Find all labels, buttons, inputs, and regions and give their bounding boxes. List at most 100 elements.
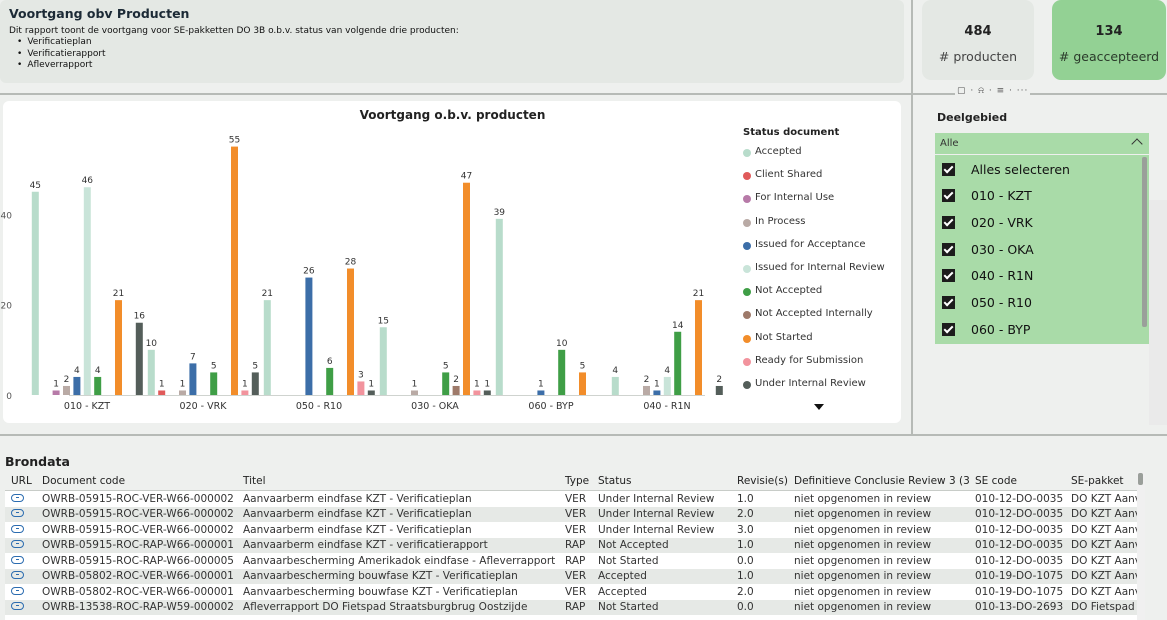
link-icon[interactable] (11, 602, 24, 611)
url-cell[interactable] (5, 490, 36, 507)
bar[interactable] (305, 277, 313, 395)
slicer-scrollbar[interactable] (1142, 157, 1147, 327)
url-cell[interactable] (5, 522, 36, 538)
slicer-option[interactable]: 060 - BYP (935, 316, 1030, 342)
bar[interactable] (653, 390, 661, 395)
bar[interactable] (442, 372, 450, 395)
url-cell[interactable] (5, 584, 36, 600)
table-row[interactable]: OWRB-13538-ROC-RAP-W59-000002 Afleverrapp… (5, 599, 1137, 615)
checkbox-checked-icon[interactable] (942, 189, 955, 203)
bar[interactable] (94, 376, 102, 395)
legend-item[interactable]: Ready for Submission (743, 355, 885, 378)
legend-item[interactable]: For Internal Use (743, 192, 885, 215)
checkbox-checked-icon[interactable] (942, 296, 955, 309)
bar[interactable] (115, 300, 122, 395)
table-scrollbar-thumb[interactable] (1138, 473, 1143, 485)
bar[interactable] (210, 372, 218, 395)
link-icon[interactable] (11, 586, 24, 595)
slicer-option[interactable]: 010 - KZT (935, 183, 1032, 209)
table-row[interactable]: OWRB-05915-ROC-VER-W66-000002 Aanvaarberm… (5, 490, 1137, 507)
link-icon[interactable] (11, 571, 24, 580)
column-header[interactable]: Titel (237, 472, 559, 491)
legend-item[interactable]: Under Internal Review (743, 378, 885, 401)
bar[interactable] (411, 390, 418, 395)
column-header[interactable]: Document code (36, 472, 237, 491)
column-header[interactable]: Revisie(s) (731, 472, 788, 491)
slicer-option[interactable]: Alles selecteren (935, 156, 1070, 182)
table-row[interactable]: OWRB-05915-ROC-RAP-W66-000005 Aanvaarbesc… (5, 553, 1137, 569)
slicer-option[interactable]: 040 - R1N (935, 263, 1033, 289)
bar[interactable] (52, 390, 60, 395)
bar[interactable] (147, 349, 155, 395)
bar[interactable] (611, 376, 619, 395)
bar[interactable] (558, 349, 566, 395)
bar[interactable] (715, 385, 723, 395)
slicer-option[interactable]: 050 - R10 (935, 290, 1032, 316)
bar[interactable] (347, 268, 354, 395)
bar[interactable] (31, 191, 39, 395)
checkbox-checked-icon[interactable] (942, 269, 955, 283)
bar[interactable] (537, 390, 545, 395)
column-header[interactable]: Status (592, 472, 731, 491)
bar[interactable] (579, 372, 586, 395)
bar[interactable] (63, 385, 70, 395)
url-cell[interactable] (5, 506, 36, 522)
slicer-dropdown[interactable] (935, 133, 1149, 154)
link-icon[interactable] (11, 493, 24, 502)
bar[interactable] (251, 372, 259, 395)
bar[interactable] (326, 367, 334, 395)
column-header[interactable]: Definitieve Conclusie Review 3 (3B) (788, 472, 969, 491)
bar[interactable] (158, 390, 166, 395)
column-header[interactable]: SE code (969, 472, 1065, 491)
url-cell[interactable] (5, 553, 36, 569)
link-icon[interactable] (11, 524, 24, 533)
url-cell[interactable] (5, 599, 36, 615)
url-cell[interactable] (5, 537, 36, 553)
slicer-option[interactable]: 030 - OKA (935, 236, 1034, 262)
table-row[interactable]: OWRB-05915-ROC-VER-W66-000002 Aanvaarberm… (5, 522, 1137, 538)
bar[interactable] (367, 390, 375, 395)
checkbox-checked-icon[interactable] (942, 322, 955, 336)
bar[interactable] (179, 390, 186, 395)
table-row[interactable]: OWRB-05915-ROC-VER-W66-000002 Aanvaarberm… (5, 506, 1137, 522)
bar[interactable] (663, 376, 671, 395)
link-icon[interactable] (11, 540, 24, 549)
link-icon[interactable] (11, 555, 24, 564)
column-header[interactable]: Type (559, 472, 592, 491)
checkbox-checked-icon[interactable] (942, 215, 955, 229)
legend-item[interactable]: Not Accepted (743, 285, 885, 308)
checkbox-checked-icon[interactable] (942, 162, 955, 176)
legend-item[interactable]: Client Shared (743, 169, 885, 192)
table-row[interactable]: OWRB-05915-ROC-RAP-W66-000001 Aanvaarberm… (5, 537, 1137, 553)
link-icon[interactable] (11, 509, 24, 518)
bar[interactable] (674, 331, 682, 395)
bar[interactable] (695, 300, 702, 395)
column-header[interactable]: SE-pakket (1065, 472, 1137, 491)
bar[interactable] (495, 218, 503, 395)
table-row[interactable]: OWRB-05802-ROC-VER-W66-000001 Aanvaarbesc… (5, 568, 1137, 584)
url-cell[interactable] (5, 568, 36, 584)
visual-header-toolbar[interactable]: ▢ · ⍾ · ≡ · ··· (955, 86, 1031, 96)
bar[interactable] (231, 146, 238, 395)
bar[interactable] (83, 187, 91, 395)
table-row[interactable]: OWRB-05802-ROC-VER-W66-000001 Aanvaarbesc… (5, 584, 1137, 600)
bar[interactable] (379, 327, 387, 395)
bar[interactable] (473, 390, 481, 395)
bar[interactable] (483, 390, 491, 395)
bar[interactable] (263, 300, 271, 395)
table-scrollbar[interactable] (1137, 472, 1145, 620)
checkbox-checked-icon[interactable] (942, 242, 955, 256)
bar[interactable] (463, 182, 470, 395)
column-header[interactable]: URL (5, 472, 36, 491)
legend-item[interactable]: In Process (743, 216, 885, 239)
bar[interactable] (452, 385, 460, 395)
bar[interactable] (189, 363, 197, 395)
bar[interactable] (643, 385, 650, 395)
legend-scroll-down-icon[interactable] (814, 404, 824, 410)
bar[interactable] (357, 381, 365, 395)
bar[interactable] (241, 390, 249, 395)
bar[interactable] (135, 322, 143, 395)
legend-item[interactable]: Issued for Acceptance (743, 239, 885, 262)
bar[interactable] (73, 376, 81, 395)
slicer-option[interactable]: 020 - VRK (935, 209, 1033, 235)
